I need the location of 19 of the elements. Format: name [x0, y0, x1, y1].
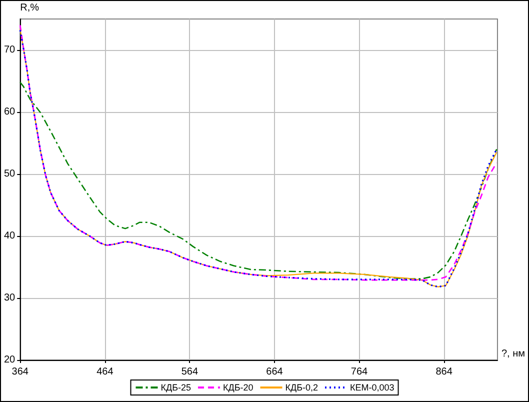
y-tick-label: 30: [4, 292, 16, 304]
x-tick-label: 864: [436, 366, 453, 378]
legend-label: КДБ-25: [160, 382, 192, 392]
x-tick-label: 564: [181, 366, 198, 378]
x-tick-label: 764: [350, 366, 368, 378]
x-tick-label: 664: [266, 366, 284, 378]
y-tick-label: 20: [4, 354, 16, 366]
x-tick-label: 464: [96, 366, 114, 378]
legend-label: КДБ-20: [222, 382, 254, 392]
y-tick-label: 40: [4, 230, 16, 242]
legend-label: КДБ-0,2: [285, 382, 318, 392]
y-tick-label: 50: [4, 168, 16, 180]
line-series: [19, 82, 498, 280]
y-tick-label: 60: [4, 106, 16, 118]
legend-label: КЕМ-0,003: [350, 382, 394, 392]
x-tick-label: 364: [12, 366, 29, 378]
y-tick-label: 70: [4, 44, 16, 56]
x-axis-title: ?, нм: [501, 348, 526, 360]
y-axis-title: R,%: [20, 2, 40, 14]
